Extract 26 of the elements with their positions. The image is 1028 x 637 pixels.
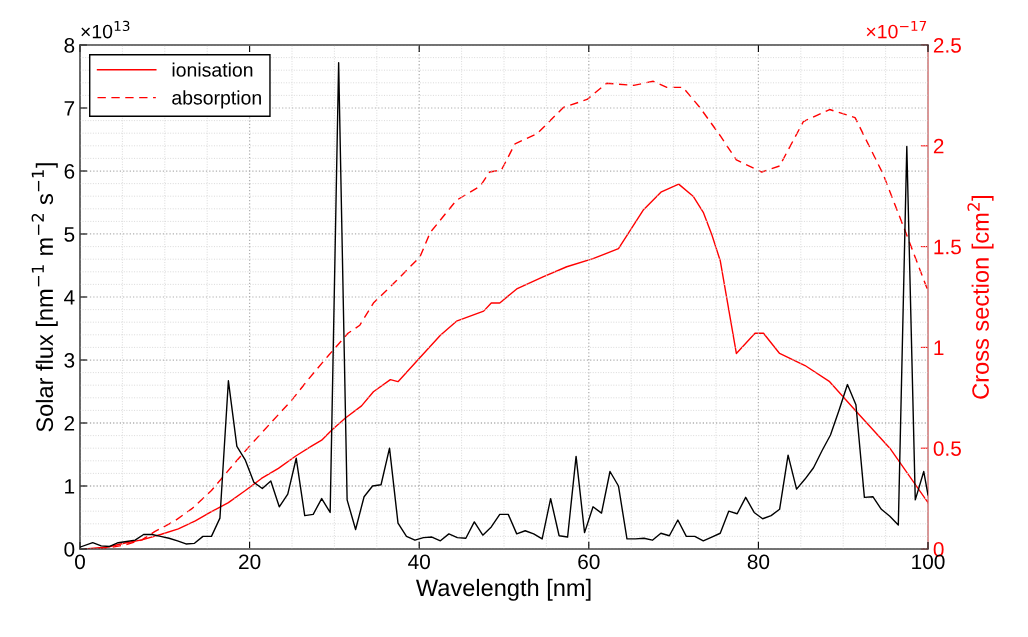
text: ×10$^{13}$ bbox=[81, 20, 130, 39]
y-tick-label: 0 bbox=[64, 542, 75, 557]
x-tick-label: 60 bbox=[578, 554, 600, 570]
y-tick-label: 2 bbox=[64, 416, 75, 431]
x-tick-label: 0 bbox=[75, 554, 85, 570]
y2-tick-label: 2.5 bbox=[933, 38, 961, 53]
y-axis-title: Solar flux [nm$^{−1}$ m$^{−2}$ s$^{−1}$] bbox=[31, 163, 58, 432]
y2-tick-label: 2 bbox=[933, 138, 944, 154]
y2-axis-title: Cross section [cm$^{2}$] bbox=[967, 195, 994, 399]
y-tick-label: 6 bbox=[64, 164, 75, 179]
y2-tick-label: 1.5 bbox=[934, 239, 961, 255]
text: ×10$^{−17}$ bbox=[866, 20, 927, 39]
y-tick-label: 8 bbox=[64, 38, 75, 53]
x-tick-label: 20 bbox=[239, 554, 261, 570]
legend-label: absorption bbox=[172, 90, 261, 109]
y-tick-label: 3 bbox=[64, 353, 75, 368]
y-tick-label: 1 bbox=[65, 479, 75, 494]
y2-tick-label: 0.5 bbox=[933, 441, 961, 456]
x-tick-label: 80 bbox=[747, 554, 770, 570]
x-tick-label: 40 bbox=[408, 554, 430, 570]
legend-label: ionisation bbox=[172, 62, 253, 77]
x-axis-title: Wavelength [nm] bbox=[415, 578, 591, 601]
y-tick-label: 5 bbox=[64, 227, 75, 242]
y-tick-label: 7 bbox=[64, 101, 75, 116]
y-tick-label: 4 bbox=[64, 290, 75, 305]
y2-tick-label: 1 bbox=[934, 340, 944, 355]
